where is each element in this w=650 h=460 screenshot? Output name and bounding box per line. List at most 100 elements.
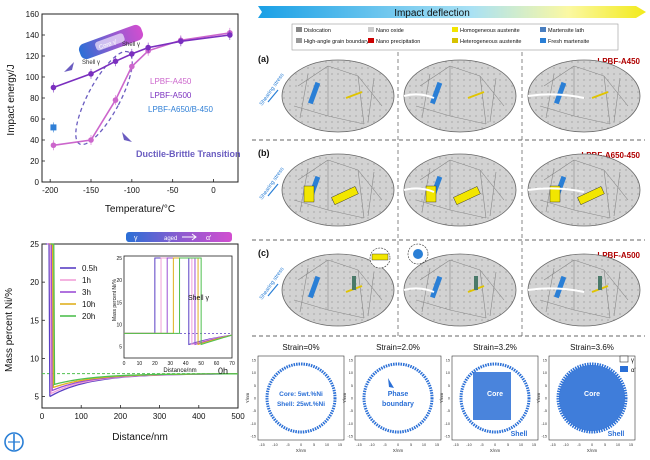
inset-x-tick: 0: [123, 361, 126, 367]
scatter-y-tick: 5: [351, 384, 353, 388]
grain-ellipse: [527, 59, 641, 133]
core-cluster: [559, 365, 625, 431]
legend-swatch: [452, 38, 458, 43]
ni-curve-20h: [52, 243, 238, 386]
strain-label: Strain=2.0%: [376, 343, 420, 352]
inset-y-tick: 25: [116, 256, 122, 262]
scatter-x-tick: 5: [410, 443, 412, 447]
scatter-x-tick: -10: [563, 443, 569, 447]
row-separators: [252, 52, 645, 337]
austenite-band: [577, 186, 605, 205]
gradient-bar-fill: [126, 232, 232, 242]
grain-boundary: [357, 269, 383, 301]
bar-label-alpha: α': [206, 235, 211, 242]
scatter-x-tick: 15: [435, 443, 439, 447]
grain-body: [403, 253, 517, 327]
scatter-y-tick: -5: [350, 409, 353, 413]
y-tick-label: 10: [30, 354, 39, 363]
grain-boundary: [449, 115, 487, 125]
data-point: [129, 63, 135, 70]
crack-path: [403, 93, 435, 99]
row-name: LPBF-A500: [597, 251, 640, 260]
inset-x-tick: 40: [183, 361, 189, 367]
legend-text: High-angle grain boundary: [304, 39, 369, 45]
grain-boundary: [545, 267, 555, 313]
grain-boundary: [573, 209, 611, 219]
scatter-legend: γ α': [619, 355, 636, 374]
scatter-y-tick: -10: [542, 422, 548, 426]
y-tick-label: 20: [30, 157, 39, 166]
shell-ring: [362, 362, 434, 434]
impact-y-ticks: 0 20 40 60 80 100 120 140 160: [26, 10, 45, 187]
grain-boundary: [367, 271, 375, 317]
shell-label-right: Shell γ: [122, 42, 140, 48]
grain-boundary: [299, 73, 309, 119]
ni-y-axis-label: Mass percent Ni/%: [4, 288, 15, 372]
scatter-y-tick: 0: [254, 397, 256, 401]
scatter-x-tick: -10: [369, 443, 375, 447]
scatter-y-tick: 15: [252, 359, 256, 363]
row-label: (b): [258, 148, 270, 158]
crack-path: [527, 93, 585, 99]
grain-body: [527, 59, 641, 133]
grain-boundary: [603, 75, 629, 107]
row-LPBF-A500: (c) LPBF-A500 Shearing stress: [258, 248, 641, 327]
scatter-x-tick: -15: [453, 443, 459, 447]
martensite-lath: [554, 275, 567, 299]
data-point: [50, 142, 57, 149]
scatter-y-label: Y/nm: [342, 393, 347, 404]
grain-boundary: [489, 271, 497, 317]
grain-boundary: [357, 75, 383, 107]
shearing-stress-label: Shearing stress: [259, 266, 286, 301]
ni-x-axis-label: Distance/nm: [112, 432, 168, 443]
grain-boundary: [449, 259, 481, 271]
scatter-y-tick: -5: [447, 409, 450, 413]
legend-swatch: [368, 38, 374, 43]
grain-boundary: [449, 159, 481, 171]
scatter-y-tick: -5: [253, 409, 256, 413]
scatter-x-tick: 10: [325, 443, 329, 447]
strain-label: Strain=3.2%: [473, 343, 517, 352]
x-tick-label: 200: [114, 412, 128, 421]
data-point: [88, 137, 94, 143]
panel-label-1: Core: 5wt.%Ni: [279, 391, 323, 398]
inset-x-tick: 60: [214, 361, 220, 367]
row-LPBF-A650-450: (b) LPBF-A650-450 Shearing stress: [258, 148, 641, 227]
legend-text: Martensite lath: [548, 28, 584, 34]
impact-deflection-banner: Impact deflection: [258, 6, 646, 19]
scatter-x-tick: 0: [300, 443, 302, 447]
scatter-x-tick: 0: [494, 443, 496, 447]
shearing-stress-label: Shearing stress: [259, 72, 286, 107]
inset-x-tick: 10: [137, 361, 143, 367]
panel-label-1: Core: [487, 391, 503, 398]
grain-body: [527, 253, 641, 327]
grain-boundary: [293, 105, 329, 117]
ni-x-ticks: 0 100 200 300 400 500: [40, 405, 245, 421]
grain-boundary: [327, 115, 365, 125]
legend-text: Nano oxide: [376, 28, 404, 34]
inset-x-label: Distance/nm: [163, 368, 196, 374]
grain-boundary: [479, 75, 505, 107]
scatter-y-tick: 10: [349, 371, 353, 375]
grain-ellipse: [403, 253, 517, 327]
austenite-band: [549, 185, 561, 203]
grain-boundary: [613, 77, 621, 123]
grain-boundary: [297, 159, 329, 181]
lower-arrow: [122, 132, 132, 142]
journal-logo-icon: [4, 432, 24, 452]
grain-boundary: [293, 199, 329, 211]
scatter-y-tick: -15: [348, 435, 354, 439]
grain-body: [527, 153, 641, 227]
scatter-y-tick: -15: [251, 435, 257, 439]
inset-x-tick: 70: [229, 361, 235, 367]
scatter-y-tick: -10: [251, 422, 257, 426]
scatter-x-tick: 5: [507, 443, 509, 447]
data-point: [178, 38, 184, 45]
scatter-legend-gamma: γ: [631, 358, 634, 364]
martensite-lath: [308, 275, 321, 299]
inset-y-tick: 10: [116, 323, 122, 329]
grain-boundary: [357, 169, 365, 219]
x-tick-label: -200: [42, 186, 59, 195]
grain-boundary: [573, 309, 611, 319]
legend-text: Nano precipitation: [376, 39, 420, 45]
